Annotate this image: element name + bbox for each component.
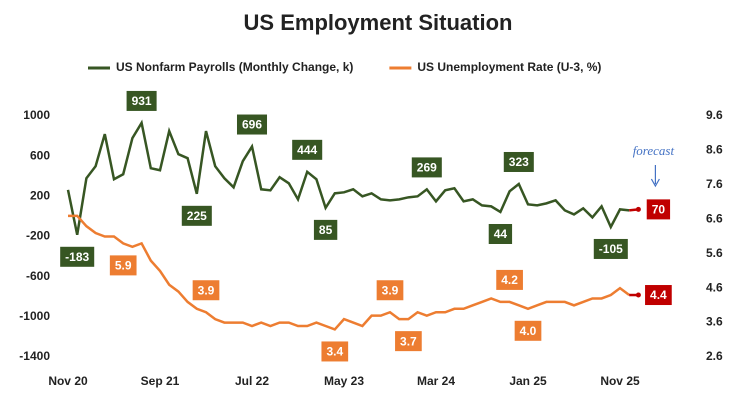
- forecast-point: [635, 292, 641, 298]
- data-label-box: [292, 139, 323, 160]
- legend-label: US Unemployment Rate (U-3, %): [417, 60, 601, 74]
- data-label: 931: [132, 94, 152, 108]
- x-tick-label: May 23: [324, 374, 364, 388]
- data-label-box: [236, 114, 268, 135]
- data-label: 269: [417, 161, 437, 175]
- data-label: 3.7: [400, 334, 417, 348]
- data-label-box: [60, 246, 95, 267]
- data-label: 3.4: [326, 345, 343, 359]
- y-tick-label: -600: [26, 269, 50, 283]
- y2-tick-label: 5.6: [706, 246, 723, 260]
- y2-tick-label: 7.6: [706, 177, 723, 191]
- x-tick-label: Sep 21: [141, 374, 180, 388]
- y-tick-label: -1000: [19, 309, 50, 323]
- data-label-box: [514, 320, 542, 341]
- data-label: 323: [509, 155, 529, 169]
- series-line: [66, 119, 630, 236]
- data-label-box: [181, 205, 212, 226]
- chart-title: US Employment Situation: [244, 10, 513, 35]
- y-tick-label: 1000: [23, 108, 50, 122]
- data-label: 44: [494, 227, 508, 241]
- data-label-box: [126, 90, 157, 111]
- y-tick-label: -200: [26, 229, 50, 243]
- data-label: -183: [65, 250, 89, 264]
- y-tick-label: 600: [30, 148, 50, 162]
- data-label-box: [313, 219, 338, 240]
- data-label: 70: [652, 203, 666, 217]
- data-label-box: [376, 280, 404, 301]
- y-tick-label: -1400: [19, 349, 50, 363]
- y2-tick-label: 9.6: [706, 108, 723, 122]
- data-label: 225: [187, 209, 207, 223]
- data-label: 3.9: [198, 283, 215, 297]
- y2-tick-label: 6.6: [706, 211, 723, 225]
- data-label-box: [488, 223, 513, 244]
- data-label-box: [395, 331, 422, 352]
- annotation: forecast: [633, 143, 675, 158]
- data-label-box: [411, 157, 442, 178]
- legend-label: US Nonfarm Payrolls (Monthly Change, k): [116, 60, 353, 74]
- data-label-box: [503, 151, 534, 172]
- y2-tick-label: 2.6: [706, 349, 723, 363]
- data-label-box: [593, 238, 628, 259]
- series-line: [68, 214, 630, 331]
- data-label: 3.9: [382, 283, 399, 297]
- y2-tick-label: 4.6: [706, 280, 723, 294]
- data-label: 4.0: [520, 324, 537, 338]
- data-label: 444: [297, 143, 317, 157]
- x-tick-label: Nov 25: [600, 374, 640, 388]
- data-label: 5.9: [115, 259, 132, 273]
- data-label-box: [109, 255, 137, 276]
- data-label-box: [192, 280, 220, 301]
- data-label: 4.2: [501, 273, 518, 287]
- data-label: 696: [242, 118, 262, 132]
- y2-tick-label: 3.6: [706, 315, 723, 329]
- data-label: 4.4: [650, 288, 667, 302]
- data-label: 85: [319, 223, 333, 237]
- forecast-point: [635, 206, 641, 212]
- data-label-box: [646, 199, 671, 220]
- x-tick-label: Mar 24: [417, 374, 455, 388]
- data-label-box: [496, 269, 523, 290]
- x-tick-label: Jan 25: [509, 374, 547, 388]
- y2-tick-label: 8.6: [706, 143, 723, 157]
- data-label-box: [321, 341, 349, 362]
- data-label-box: [645, 285, 672, 306]
- data-label: -105: [599, 242, 623, 256]
- annotation-arrow: [650, 165, 660, 188]
- x-tick-label: Jul 22: [235, 374, 269, 388]
- x-tick-label: Nov 20: [48, 374, 88, 388]
- y-tick-label: 200: [30, 189, 50, 203]
